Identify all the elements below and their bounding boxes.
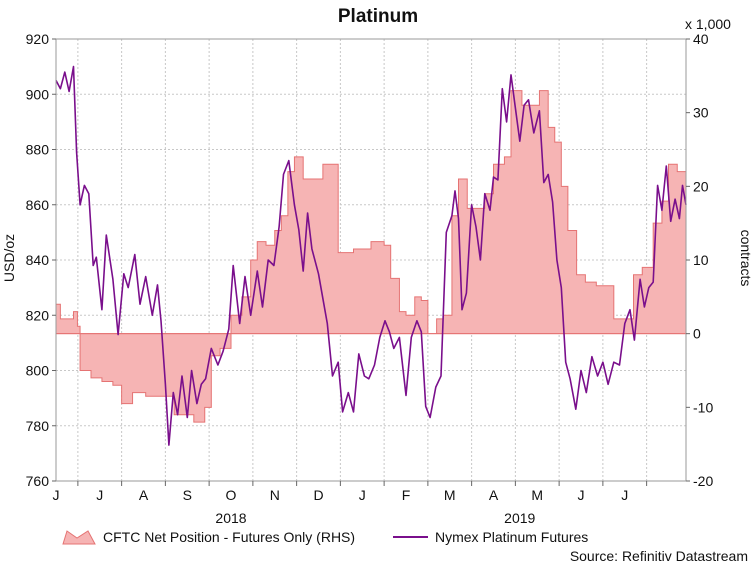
legend-label-platinum: Nymex Platinum Futures (435, 529, 588, 545)
left-tick-label: 800 (26, 363, 50, 379)
cftc-area (55, 90, 687, 423)
source-note: Source: Refinitiv Datastream (570, 548, 748, 564)
x-month-label: J (53, 487, 60, 503)
legend-area-swatch (62, 530, 96, 545)
left-tick-label: 760 (26, 473, 50, 489)
x-month-label: N (270, 487, 280, 503)
x-month-label: M (444, 487, 456, 503)
right-tick-label: -20 (693, 473, 713, 489)
left-axis: 760 780 800 820 840 860 880 900 920 (26, 31, 56, 489)
right-tick-label: -10 (693, 399, 713, 415)
x-month-label: A (489, 487, 499, 503)
x-year-label: 2019 (504, 510, 535, 526)
left-tick-label: 920 (26, 31, 50, 47)
x-month-label: A (139, 487, 149, 503)
x-month-label: F (402, 487, 411, 503)
legend-label-cftc: CFTC Net Position - Futures Only (RHS) (103, 529, 355, 545)
right-tick-label: 40 (693, 31, 709, 47)
x-month-label: M (531, 487, 543, 503)
left-tick-label: 880 (26, 142, 50, 158)
right-tick-label: 0 (693, 326, 701, 342)
left-axis-title: USD/oz (1, 234, 17, 282)
legend: CFTC Net Position - Futures Only (RHS) N… (62, 529, 588, 545)
right-axis-title: contracts (738, 230, 754, 287)
right-axis-multiplier: x 1,000 (685, 16, 731, 32)
x-axis: J J A S O N D J F M A M J J 2018 2019 (53, 481, 648, 526)
x-month-label: J (578, 487, 585, 503)
x-year-label: 2018 (215, 510, 246, 526)
x-month-label: S (183, 487, 192, 503)
x-month-label: J (359, 487, 366, 503)
right-tick-label: 20 (693, 178, 709, 194)
x-month-label: D (313, 487, 323, 503)
chart-title: Platinum (338, 6, 418, 27)
left-tick-label: 840 (26, 252, 50, 268)
x-month-label: J (96, 487, 103, 503)
platinum-price-series (55, 65, 687, 446)
left-tick-label: 780 (26, 418, 50, 434)
cftc-area-series (55, 90, 687, 423)
left-tick-label: 900 (26, 86, 50, 102)
x-month-label: J (621, 487, 628, 503)
x-month-label: O (226, 487, 237, 503)
left-tick-label: 860 (26, 197, 50, 213)
right-tick-label: 30 (693, 105, 709, 121)
right-tick-label: 10 (693, 252, 709, 268)
platinum-price-line (55, 65, 687, 446)
right-axis: -20 -10 0 10 20 30 40 (686, 31, 713, 489)
left-tick-label: 820 (26, 307, 50, 323)
